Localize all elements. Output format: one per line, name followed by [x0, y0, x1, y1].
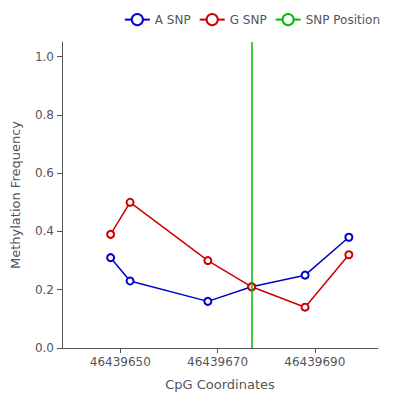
svg-text:46439670: 46439670	[187, 355, 248, 369]
svg-text:1.0: 1.0	[35, 50, 54, 64]
svg-text:46439650: 46439650	[90, 355, 151, 369]
svg-text:0.4: 0.4	[35, 224, 54, 238]
svg-text:CpG Coordinates: CpG Coordinates	[165, 377, 275, 392]
svg-text:SNP Position: SNP Position	[306, 13, 380, 27]
svg-text:46439690: 46439690	[284, 355, 345, 369]
svg-text:0.8: 0.8	[35, 108, 54, 122]
svg-text:0.6: 0.6	[35, 166, 54, 180]
svg-text:Methylation Frequency: Methylation Frequency	[8, 121, 23, 269]
svg-text:0.0: 0.0	[35, 341, 54, 355]
svg-text:G SNP: G SNP	[230, 13, 267, 27]
svg-text:A SNP: A SNP	[155, 13, 191, 27]
svg-text:0.2: 0.2	[35, 283, 54, 297]
